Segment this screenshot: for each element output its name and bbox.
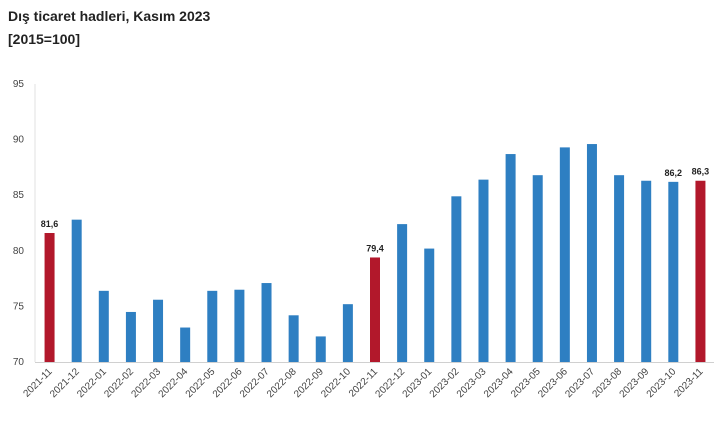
data-label: 79,4	[366, 243, 384, 253]
bar-2021-11	[45, 233, 55, 362]
data-labels: 81,6 79,4 86,2 86,3	[41, 167, 709, 254]
y-tick-label: 80	[13, 246, 25, 257]
bar-2021-12	[72, 220, 82, 362]
bar-2023-06	[560, 147, 570, 362]
bar-2023-11	[695, 181, 705, 362]
bar-2023-10	[668, 182, 678, 362]
bar-2022-12	[397, 224, 407, 362]
x-tick-label: 2023-10	[645, 366, 679, 400]
bar-2022-11	[370, 257, 380, 362]
bar-2022-01	[99, 291, 109, 362]
bar-2022-07	[262, 283, 272, 362]
bar-2022-10	[343, 304, 353, 362]
y-axis: 70 75 80 85 90 95	[13, 79, 714, 368]
bar-2022-06	[234, 290, 244, 362]
bar-2023-09	[641, 181, 651, 362]
x-axis: 2021-112021-122022-012022-022022-032022-…	[21, 366, 705, 400]
bar-2023-04	[506, 154, 516, 362]
y-tick-label: 95	[13, 79, 25, 90]
bar-2023-02	[451, 196, 461, 362]
x-tick-label: 2023-11	[672, 366, 706, 400]
y-tick-label: 90	[13, 135, 25, 146]
data-label: 86,3	[692, 167, 710, 177]
bar-2023-01	[424, 249, 434, 362]
data-label: 86,2	[665, 168, 683, 178]
bar-2022-04	[180, 328, 190, 362]
bar-2022-09	[316, 336, 326, 362]
y-tick-label: 75	[13, 301, 25, 312]
y-tick-label: 85	[13, 190, 25, 201]
bar-2022-02	[126, 312, 136, 362]
y-tick-label: 70	[13, 357, 25, 368]
bar-2022-08	[289, 315, 299, 362]
bar-2022-03	[153, 300, 163, 362]
x-tick-label: 2022-10	[319, 366, 353, 400]
bar-2023-03	[478, 180, 488, 362]
bar-2023-05	[533, 175, 543, 362]
data-label: 81,6	[41, 219, 59, 229]
bar-2023-08	[614, 175, 624, 362]
bar-2023-07	[587, 144, 597, 362]
bar-2022-05	[207, 291, 217, 362]
